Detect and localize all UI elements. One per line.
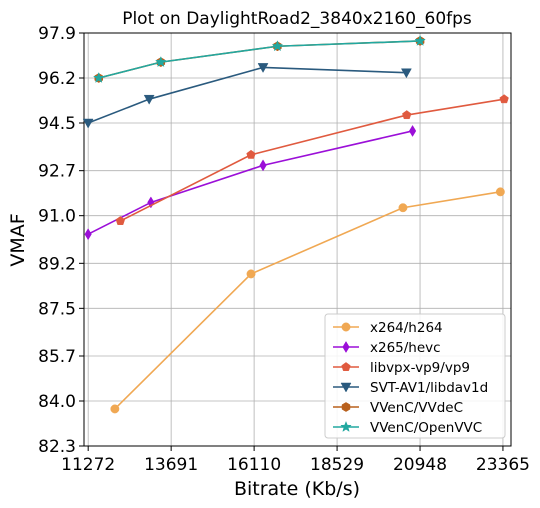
data-point-pentagon	[402, 110, 412, 120]
data-point-triangle-down	[82, 118, 94, 129]
legend-label: libvpx-vp9/vp9	[370, 360, 470, 376]
y-tick-label: 92.7	[38, 162, 76, 182]
legend-label: x264/h264	[370, 320, 443, 336]
data-point-pentagon	[246, 149, 256, 159]
series-line	[98, 40, 421, 79]
x-axis: 11272 13691 16110 18529 20948 23365	[61, 446, 530, 475]
data-point-star	[155, 56, 167, 68]
x-tick-label: 23365	[476, 455, 530, 475]
data-point-pentagon	[499, 94, 509, 104]
data-point-star	[92, 71, 105, 83]
data-point-pentagon	[115, 216, 126, 225]
data-point-diamond	[408, 124, 417, 137]
data-point-triangle-down	[143, 94, 155, 105]
y-tick-label: 89.2	[38, 254, 76, 274]
legend-item: SVT-AV1/libdav1d	[333, 380, 488, 396]
data-point-star	[340, 420, 352, 432]
data-point-diamond	[259, 159, 267, 172]
legend-label: VVenC/OpenVVC	[370, 420, 482, 436]
plot-frame	[83, 32, 512, 447]
x-tick-label: 16110	[227, 455, 281, 475]
y-tick-label: 82.3	[38, 437, 76, 457]
data-point-triangle-down	[257, 63, 269, 73]
data-point-circle	[495, 187, 505, 197]
series-line	[114, 191, 501, 410]
series-libvpx-vp9-vp9	[115, 94, 509, 225]
data-point-circle	[246, 269, 256, 279]
y-axis: 82.3 84.0 85.7 87.5 89.2 91.0 92.7 94.5 96.2 97.9	[38, 24, 84, 457]
series-x265-hevc	[84, 124, 417, 241]
x-axis-label: Bitrate (Kb/s)	[234, 478, 360, 500]
series-layer	[82, 34, 509, 414]
series-x264-h264	[110, 187, 505, 414]
y-axis-label: VMAF	[7, 213, 29, 266]
legend-item: VVenC/VVdeC	[333, 400, 463, 416]
legend-item: libvpx-vp9/vp9	[333, 360, 470, 376]
data-point-pentagon	[341, 362, 351, 371]
legend-item: x265/hevc	[333, 340, 441, 356]
y-tick-label: 97.9	[38, 24, 76, 44]
legend-item: VVenC/OpenVVC	[333, 420, 482, 436]
x-tick-label: 13691	[144, 455, 198, 475]
data-point-triangle-down	[400, 68, 412, 79]
series-line	[98, 40, 421, 79]
series-line	[119, 98, 505, 222]
data-point-star	[414, 34, 426, 46]
y-tick-label: 94.5	[38, 114, 76, 134]
data-point-triangle-down	[340, 382, 352, 393]
series-line	[87, 66, 407, 124]
y-tick-label: 91.0	[38, 207, 76, 227]
legend: x264/h264 x265/hevc libvpx-vp9/vp9 SVT-AV1/…	[324, 313, 506, 439]
legend-label: VVenC/VVdeC	[370, 400, 463, 416]
series-line	[87, 130, 413, 235]
legend-label: SVT-AV1/libdav1d	[370, 380, 488, 396]
legend-label: x265/hevc	[370, 340, 441, 356]
chart-title: Plot on DaylightRoad2_3840x2160_60fps	[122, 9, 472, 29]
data-point-circle	[398, 203, 408, 213]
legend-item: x264/h264	[333, 320, 443, 336]
data-point-hexagon	[341, 402, 351, 412]
x-tick-label: 20948	[393, 455, 447, 475]
x-tick-label: 18529	[310, 455, 364, 475]
x-tick-label: 11272	[61, 455, 115, 475]
y-tick-label: 96.2	[38, 69, 76, 89]
legend-box	[324, 313, 506, 439]
y-tick-label: 84.0	[38, 392, 76, 412]
data-point-diamond	[84, 228, 92, 241]
data-point-circle	[110, 404, 120, 414]
y-tick-label: 85.7	[38, 347, 76, 367]
data-point-star	[271, 40, 284, 52]
data-point-diamond	[342, 341, 350, 353]
y-tick-label: 87.5	[38, 299, 76, 319]
series-svt-av1-libdav1d	[82, 63, 412, 129]
data-point-circle	[341, 322, 351, 332]
series-vvenc-openvvc	[92, 34, 426, 83]
